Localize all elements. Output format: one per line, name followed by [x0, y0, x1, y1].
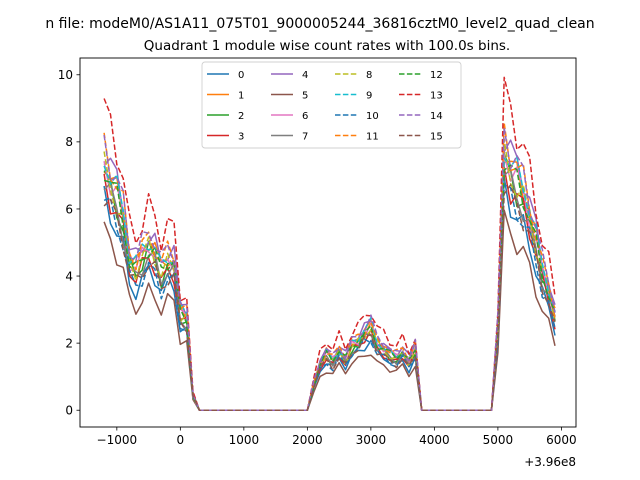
series-line-13 — [103, 76, 556, 411]
y-tick-label: 4 — [65, 269, 73, 283]
x-tick-label: 2000 — [292, 433, 323, 447]
legend-label-15: 15 — [430, 131, 443, 142]
legend-label-2: 2 — [238, 111, 244, 122]
x-axis-ticks: −1000 0 1000 2000 3000 4000 5000 6000 — [97, 427, 577, 447]
plot-frame — [79, 57, 577, 428]
legend-label-6: 6 — [302, 111, 308, 122]
x-tick-label: −1000 — [97, 433, 138, 447]
y-tick-label: 10 — [58, 68, 73, 82]
y-tick-label: 8 — [65, 135, 73, 149]
legend-label-8: 8 — [366, 70, 372, 81]
y-tick-label: 2 — [65, 336, 73, 350]
legend-frame — [201, 61, 462, 149]
legend-label-13: 13 — [430, 90, 443, 101]
y-tick-label: 6 — [65, 202, 73, 216]
x-tick-label: 0 — [177, 433, 185, 447]
legend-label-0: 0 — [238, 70, 244, 81]
x-tick-label: 4000 — [419, 433, 450, 447]
legend-label-9: 9 — [366, 90, 372, 101]
chart-title: Quadrant 1 module wise count rates with … — [144, 38, 510, 54]
legend-label-12: 12 — [430, 70, 443, 81]
legend-label-3: 3 — [238, 131, 244, 142]
x-tick-label: 5000 — [483, 433, 514, 447]
x-tick-label: 6000 — [546, 433, 577, 447]
figure-suptitle: n file: modeM0/AS1A11_075T01_9000005244_… — [45, 16, 594, 32]
plot-lines — [103, 76, 556, 411]
x-tick-label: 1000 — [229, 433, 260, 447]
legend-label-14: 14 — [430, 111, 443, 122]
legend-label-5: 5 — [302, 90, 308, 101]
legend-label-1: 1 — [238, 90, 244, 101]
series-line-15 — [103, 184, 556, 411]
legend-label-7: 7 — [302, 131, 308, 142]
y-axis-ticks: 0 2 4 6 8 10 — [58, 68, 80, 418]
x-tick-label: 3000 — [356, 433, 387, 447]
x-offset-label: +3.96e8 — [524, 455, 576, 469]
y-tick-label: 0 — [65, 404, 73, 418]
legend-label-11: 11 — [366, 131, 379, 142]
legend-label-4: 4 — [302, 70, 308, 81]
legend-label-10: 10 — [366, 111, 379, 122]
